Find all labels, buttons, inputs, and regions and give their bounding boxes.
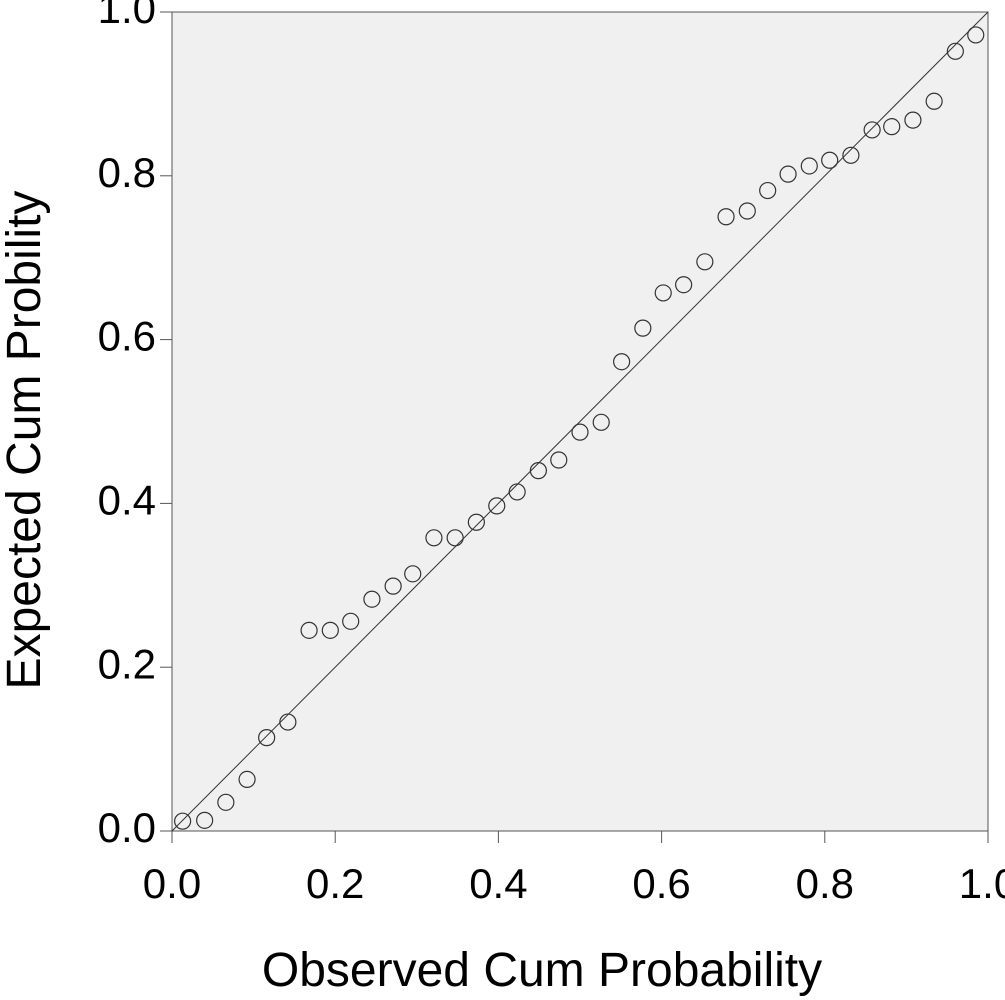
x-tick-label: 0.0 (143, 860, 201, 907)
data-point (384, 577, 402, 595)
data-point (592, 413, 610, 431)
data-point (174, 812, 192, 830)
y-tick-label: 1.0 (98, 0, 156, 32)
y-tick-label: 0.6 (98, 313, 156, 360)
data-point (404, 565, 422, 583)
data-point (863, 121, 881, 139)
data-point (883, 118, 901, 136)
data-point (946, 42, 964, 60)
data-point (529, 462, 547, 480)
data-point (425, 529, 443, 547)
data-point (613, 353, 631, 371)
data-point (508, 483, 526, 501)
data-point (821, 151, 839, 169)
data-point (196, 811, 214, 829)
y-tick-label: 0.0 (98, 804, 156, 851)
data-point (675, 276, 693, 294)
x-tick-label: 0.8 (796, 860, 854, 907)
data-point (217, 793, 235, 811)
data-point (634, 319, 652, 337)
reference-line (171, 11, 989, 832)
x-tick-label: 0.6 (632, 860, 690, 907)
data-point (654, 284, 672, 302)
x-tick-label: 1.0 (959, 860, 1005, 907)
data-point (759, 181, 777, 200)
data-point (467, 513, 485, 531)
x-tick-label: 0.2 (306, 860, 364, 907)
data-point (238, 770, 256, 789)
data-point (925, 92, 943, 110)
y-tick-label: 0.2 (98, 640, 156, 687)
data-point (779, 165, 797, 183)
data-point (321, 621, 339, 639)
data-point (446, 529, 464, 547)
data-point (258, 729, 276, 747)
x-tick-label: 0.4 (469, 860, 527, 907)
data-point (342, 612, 360, 630)
data-point (279, 713, 297, 731)
y-tick-label: 0.4 (98, 476, 156, 523)
data-point (363, 590, 381, 608)
x-axis-title: Observed Cum Probability (262, 944, 822, 997)
data-point (967, 26, 985, 44)
data-point (904, 111, 922, 129)
data-point (550, 451, 568, 469)
data-point (842, 146, 860, 164)
data-point (738, 202, 756, 220)
data-point (571, 423, 589, 441)
data-point (717, 208, 735, 226)
y-tick-label: 0.8 (98, 149, 156, 196)
data-point (800, 157, 818, 175)
data-point (300, 621, 318, 639)
data-point (488, 497, 506, 515)
data-point (696, 253, 714, 271)
y-axis-title: Expected Cum Probility (0, 191, 51, 690)
